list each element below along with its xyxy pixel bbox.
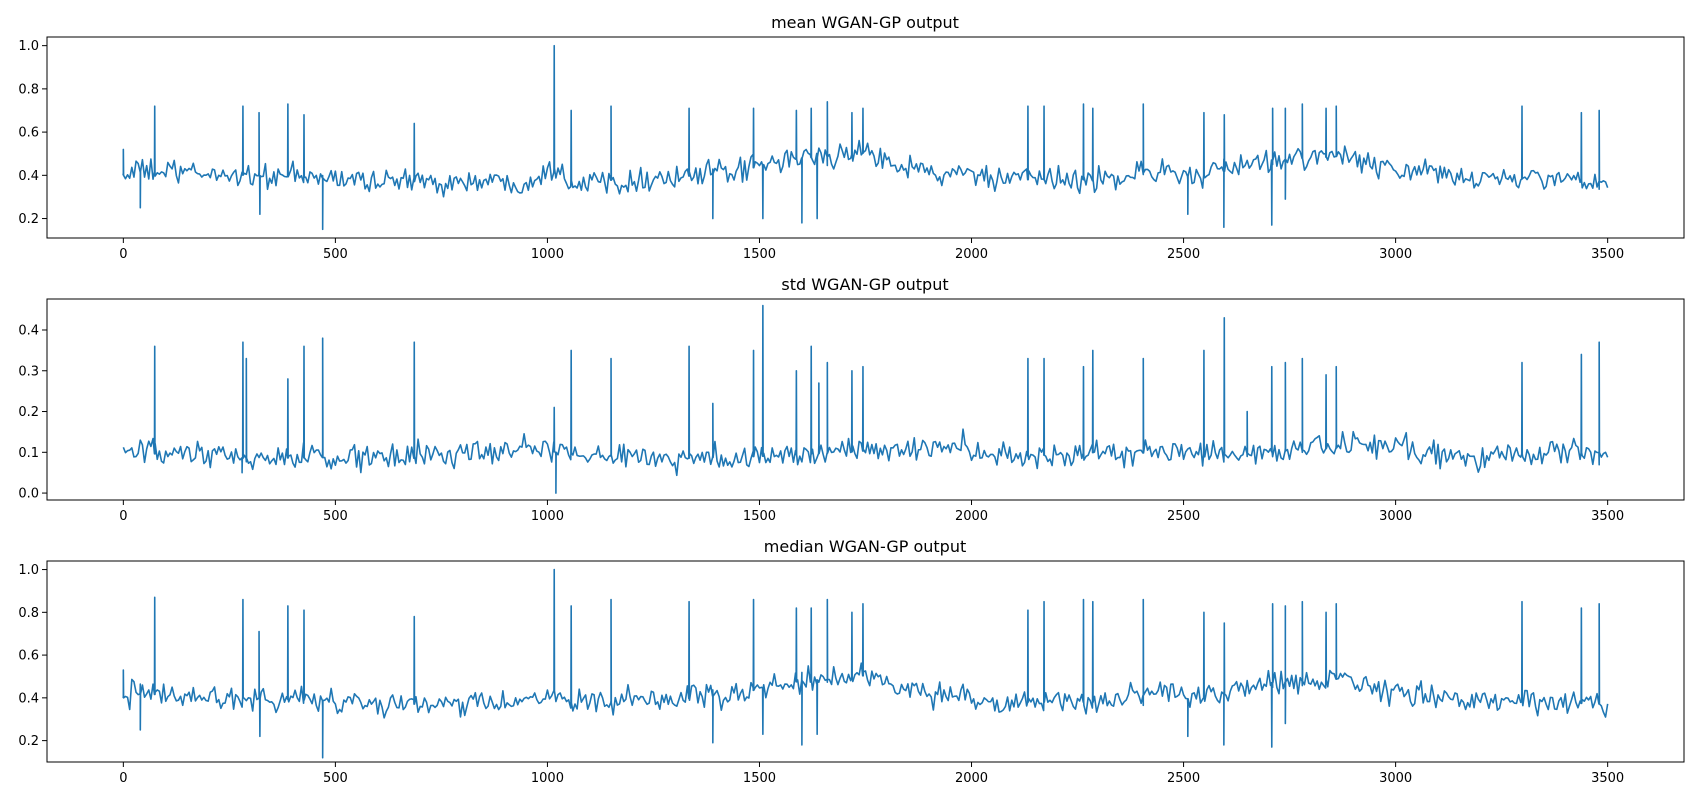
plot-area xyxy=(46,36,1685,239)
y-tick-label: 0.2 xyxy=(18,212,39,227)
y-tick-label: 0.2 xyxy=(18,734,39,749)
x-tick-label: 1500 xyxy=(743,771,776,786)
chart-title: mean WGAN-GP output xyxy=(771,13,959,32)
x-tick-label: 1000 xyxy=(531,509,564,524)
series-line xyxy=(122,44,1609,231)
x-tick-label: 3500 xyxy=(1591,247,1624,262)
series-line xyxy=(122,568,1609,759)
x-tick-label: 3000 xyxy=(1379,509,1412,524)
y-tick-label: 0.0 xyxy=(18,487,39,502)
x-tick-label: 1000 xyxy=(531,771,564,786)
chart-title: std WGAN-GP output xyxy=(781,275,948,294)
series-line xyxy=(122,304,1609,494)
y-tick-label: 0.4 xyxy=(18,323,39,338)
y-tick-label: 0.3 xyxy=(18,364,39,379)
x-tick-label: 1000 xyxy=(531,247,564,262)
x-tick-label: 500 xyxy=(323,509,348,524)
x-tick-label: 1500 xyxy=(743,247,776,262)
x-tick-label: 2500 xyxy=(1167,771,1200,786)
x-tick-label: 0 xyxy=(119,247,127,262)
y-tick-label: 0.2 xyxy=(18,405,39,420)
x-tick-label: 2000 xyxy=(955,247,988,262)
y-tick-label: 0.8 xyxy=(18,82,39,97)
x-tick-label: 2000 xyxy=(955,509,988,524)
x-tick-label: 0 xyxy=(119,771,127,786)
x-tick-label: 3500 xyxy=(1591,771,1624,786)
panel-std: std WGAN-GP output 0 500 1000 1500 2000 2500 3… xyxy=(18,275,1685,524)
x-tick-label: 1500 xyxy=(743,509,776,524)
y-tick-label: 0.8 xyxy=(18,606,39,621)
y-tick-label: 0.6 xyxy=(18,649,39,664)
y-tick-label: 1.0 xyxy=(18,39,39,54)
chart-title: median WGAN-GP output xyxy=(764,537,966,556)
y-tick-label: 0.4 xyxy=(18,691,39,706)
x-tick-label: 2500 xyxy=(1167,247,1200,262)
x-tick-label: 2500 xyxy=(1167,509,1200,524)
y-tick-label: 0.1 xyxy=(18,446,39,461)
panel-mean: mean WGAN-GP output 0 500 1000 1500 2000 2500… xyxy=(18,13,1685,262)
x-tick-label: 3000 xyxy=(1379,247,1412,262)
panel-median: median WGAN-GP output 0 500 1000 1500 2000 25… xyxy=(18,537,1685,786)
x-tick-label: 2000 xyxy=(955,771,988,786)
x-tick-label: 3000 xyxy=(1379,771,1412,786)
x-tick-label: 3500 xyxy=(1591,509,1624,524)
x-tick-label: 500 xyxy=(323,771,348,786)
y-tick-label: 0.6 xyxy=(18,126,39,141)
x-tick-label: 0 xyxy=(119,509,127,524)
plot-area xyxy=(46,560,1685,763)
plot-area xyxy=(46,298,1685,501)
y-tick-label: 0.4 xyxy=(18,169,39,184)
y-tick-label: 1.0 xyxy=(18,563,39,578)
x-tick-label: 500 xyxy=(323,247,348,262)
